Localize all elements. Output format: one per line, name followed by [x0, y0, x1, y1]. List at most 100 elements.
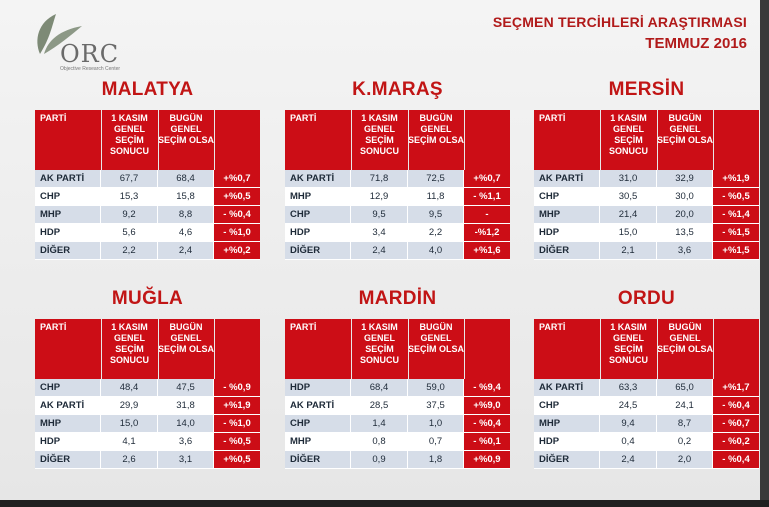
change-badge: +%1,5 — [713, 242, 759, 259]
party-name: AK PARTİ — [534, 170, 600, 187]
party-name: HDP — [35, 224, 101, 241]
change-badge: - %0,4 — [464, 415, 510, 432]
header-diff — [214, 110, 260, 170]
party-name: AK PARTİ — [35, 397, 101, 414]
header-separator — [408, 319, 409, 379]
table-row: HDP 68,4 59,0- %9,4 — [285, 379, 510, 397]
table-row: HDP 3,4 2,2 -%1,2 — [285, 224, 510, 242]
city-name: MARDİN — [358, 288, 437, 309]
previous-result: 2,6 — [101, 451, 158, 468]
previous-result: 67,7 — [101, 170, 158, 187]
header-diff — [464, 110, 510, 170]
header-separator — [101, 110, 102, 170]
party-name: MHP — [35, 206, 101, 223]
party-name: MHP — [285, 433, 351, 450]
header-separator — [657, 110, 658, 170]
page-title: SEÇMEN TERCİHLERİ ARAŞTIRMASI — [492, 14, 747, 30]
city-name: MUĞLA — [111, 288, 184, 309]
previous-result: 29,9 — [101, 397, 158, 414]
previous-result: 15,3 — [101, 188, 158, 205]
party-name: MHP — [35, 415, 101, 432]
previous-result: 24,5 — [600, 397, 657, 414]
table-row: DİĞER 2,2 2,4 +%0,2 — [35, 242, 260, 260]
table-header: PARTİ 1 KASIM GENEL SEÇİM SONUCU BUGÜN GEN… — [285, 110, 510, 170]
change-badge: - %0,4 — [713, 397, 759, 414]
previous-result: 5,6 — [101, 224, 158, 241]
party-name: AK PARTİ — [285, 397, 351, 414]
current-result: 2,2 — [408, 224, 464, 241]
header-separator — [657, 319, 658, 379]
current-result: 4,0 — [408, 242, 464, 259]
header-previous: 1 KASIM GENEL SEÇİM SONUCU — [608, 322, 648, 365]
table-header: PARTİ 1 KASIM GENEL SEÇİM SONUCU BUGÜN GEN… — [534, 110, 759, 170]
results-table: PARTİ 1 KASIM GENEL SEÇİM SONUCU BUGÜN GEN… — [35, 110, 260, 260]
table-row: DİĞER 2,1 3,6 +%1,5 — [534, 242, 759, 260]
header-current: BUGÜN GENEL SEÇİM OLSA — [408, 113, 465, 145]
change-badge: - %9,4 — [464, 379, 510, 396]
current-result: 2,4 — [158, 242, 214, 259]
header-party: PARTİ — [290, 322, 317, 332]
party-name: AK PARTİ — [534, 379, 600, 396]
header-previous: 1 KASIM GENEL SEÇİM SONUCU — [109, 322, 149, 365]
party-name: HDP — [285, 224, 351, 241]
previous-result: 12,9 — [351, 188, 408, 205]
table-row: DİĞER 2,4 2,0- %0,4 — [534, 451, 759, 469]
previous-result: 0,9 — [351, 451, 408, 468]
header-party: PARTİ — [40, 322, 67, 332]
previous-result: 21,4 — [600, 206, 657, 223]
results-table: PARTİ 1 KASIM GENEL SEÇİM SONUCU BUGÜN GEN… — [285, 319, 510, 469]
header-separator — [101, 319, 102, 379]
current-result: 37,5 — [408, 397, 464, 414]
header-separator — [600, 110, 601, 170]
party-name: HDP — [534, 433, 600, 450]
table-row: AK PARTİ 67,7 68,4 +%0,7 — [35, 170, 260, 188]
city-name: K.MARAŞ — [352, 79, 443, 100]
change-badge: - %0,4 — [713, 451, 759, 468]
current-result: 65,0 — [657, 379, 713, 396]
party-name: DİĞER — [35, 451, 101, 468]
table-header: PARTİ 1 KASIM GENEL SEÇİM SONUCU BUGÜN GEN… — [35, 110, 260, 170]
window-edge — [760, 0, 769, 507]
current-result: 3,1 — [158, 451, 214, 468]
table-row: AK PARTİ 28,5 37,5 +%9,0 — [285, 397, 510, 415]
party-name: CHP — [35, 188, 101, 205]
change-badge: - — [464, 206, 510, 223]
party-name: MHP — [534, 206, 600, 223]
party-name: DİĞER — [534, 242, 600, 259]
change-badge: +%1,9 — [214, 397, 260, 414]
current-result: 47,5 — [158, 379, 214, 396]
header-previous: 1 KASIM GENEL SEÇİM SONUCU — [359, 322, 399, 365]
header-current: BUGÜN GENEL SEÇİM OLSA — [158, 322, 215, 354]
party-name: CHP — [534, 188, 600, 205]
previous-result: 71,8 — [351, 170, 408, 187]
change-badge: +%9,0 — [464, 397, 510, 414]
table-row: CHP 15,3 15,8 +%0,5 — [35, 188, 260, 206]
current-result: 31,8 — [158, 397, 214, 414]
change-badge: - %0,9 — [214, 379, 260, 396]
table-row: HDP 0,4 0,2- %0,2 — [534, 433, 759, 451]
table-row: CHP 24,5 24,1- %0,4 — [534, 397, 759, 415]
current-result: 3,6 — [657, 242, 713, 259]
current-result: 68,4 — [158, 170, 214, 187]
orc-logo: ORC Objective Research Center — [30, 10, 140, 72]
current-result: 1,8 — [408, 451, 464, 468]
current-result: 20,0 — [657, 206, 713, 223]
table-row: MHP 0,8 0,7- %0,1 — [285, 433, 510, 451]
table-row: AK PARTİ 29,9 31,8 +%1,9 — [35, 397, 260, 415]
table-row: MHP 12,9 11,8- %1,1 — [285, 188, 510, 206]
table-row: HDP 4,1 3,6- %0,5 — [35, 433, 260, 451]
header-party: PARTİ — [539, 113, 566, 123]
header-party: PARTİ — [539, 322, 566, 332]
header-party: PARTİ — [290, 113, 317, 123]
change-badge: +%0,5 — [214, 188, 260, 205]
header-previous: 1 KASIM GENEL SEÇİM SONUCU — [608, 113, 648, 156]
previous-result: 63,3 — [600, 379, 657, 396]
table-header: PARTİ 1 KASIM GENEL SEÇİM SONUCU BUGÜN GEN… — [285, 319, 510, 379]
change-badge: +%0,7 — [214, 170, 260, 187]
party-name: CHP — [35, 379, 101, 396]
header-separator — [214, 110, 215, 170]
party-name: MHP — [534, 415, 600, 432]
header-separator — [600, 319, 601, 379]
page-date: TEMMUZ 2016 — [645, 35, 747, 52]
header-current: BUGÜN GENEL SEÇİM OLSA — [657, 322, 714, 354]
